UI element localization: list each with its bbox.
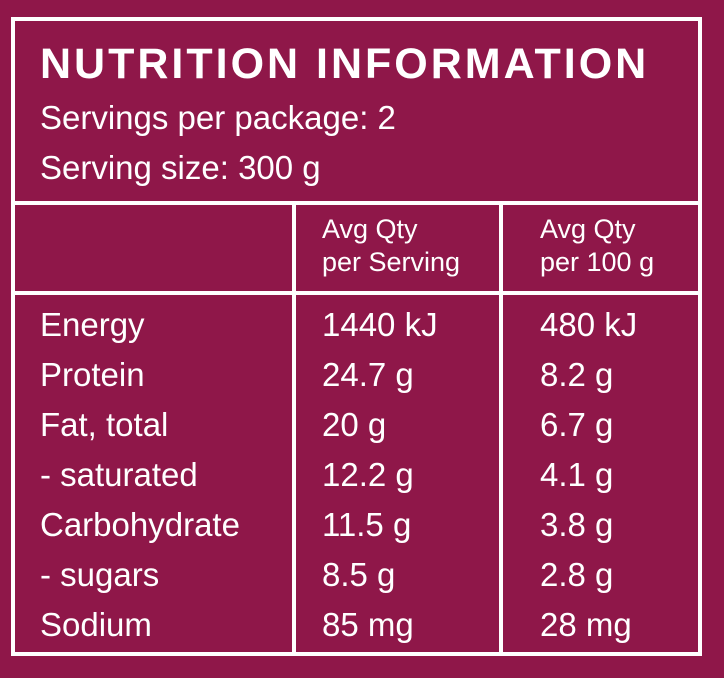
nutrient-name: Sodium [40, 606, 152, 643]
nutrient-name: Carbohydrate [40, 506, 240, 543]
serving-size: Serving size: 300 g [40, 149, 321, 186]
column-header-per-100g: Avg Qty per 100 g [540, 213, 654, 279]
column-header-line: per Serving [322, 247, 461, 277]
per-serving-value: 24.7 g [322, 356, 414, 393]
per-100g-value: 8.2 g [540, 356, 614, 393]
panel-title: NUTRITION INFORMATION [40, 40, 650, 88]
nutrient-name: Fat, total [40, 406, 169, 443]
per-100g-value: 6.7 g [540, 406, 614, 443]
nutrient-name: Protein [40, 356, 145, 393]
nutrient-name: - sugars [40, 556, 160, 593]
per-serving-value: 85 mg [322, 606, 414, 643]
per-serving-value: 20 g [322, 406, 387, 443]
per-100g-value: 4.1 g [540, 456, 614, 493]
per-100g-value: 28 mg [540, 606, 632, 643]
table-header-divider [15, 291, 698, 295]
nutrient-name: - saturated [40, 456, 198, 493]
per-serving-value: 8.5 g [322, 556, 396, 593]
column-divider-serving [292, 201, 296, 656]
nutrient-name: Energy [40, 306, 145, 343]
column-header-per-serving: Avg Qty per Serving [322, 213, 460, 279]
per-100g-value: 480 kJ [540, 306, 638, 343]
servings-per-package: Servings per package: 2 [40, 99, 396, 136]
per-100g-value: 2.8 g [540, 556, 614, 593]
header-divider [15, 201, 698, 205]
column-header-line: per 100 g [540, 247, 655, 277]
column-divider-100g [499, 201, 503, 656]
nutrition-panel: NUTRITION INFORMATION Servings per packa… [11, 17, 702, 656]
column-header-line: Avg Qty [322, 214, 418, 244]
per-serving-value: 11.5 g [322, 506, 412, 543]
column-header-line: Avg Qty [540, 214, 636, 244]
per-serving-value: 12.2 g [322, 456, 414, 493]
per-100g-value: 3.8 g [540, 506, 614, 543]
per-serving-value: 1440 kJ [322, 306, 438, 343]
